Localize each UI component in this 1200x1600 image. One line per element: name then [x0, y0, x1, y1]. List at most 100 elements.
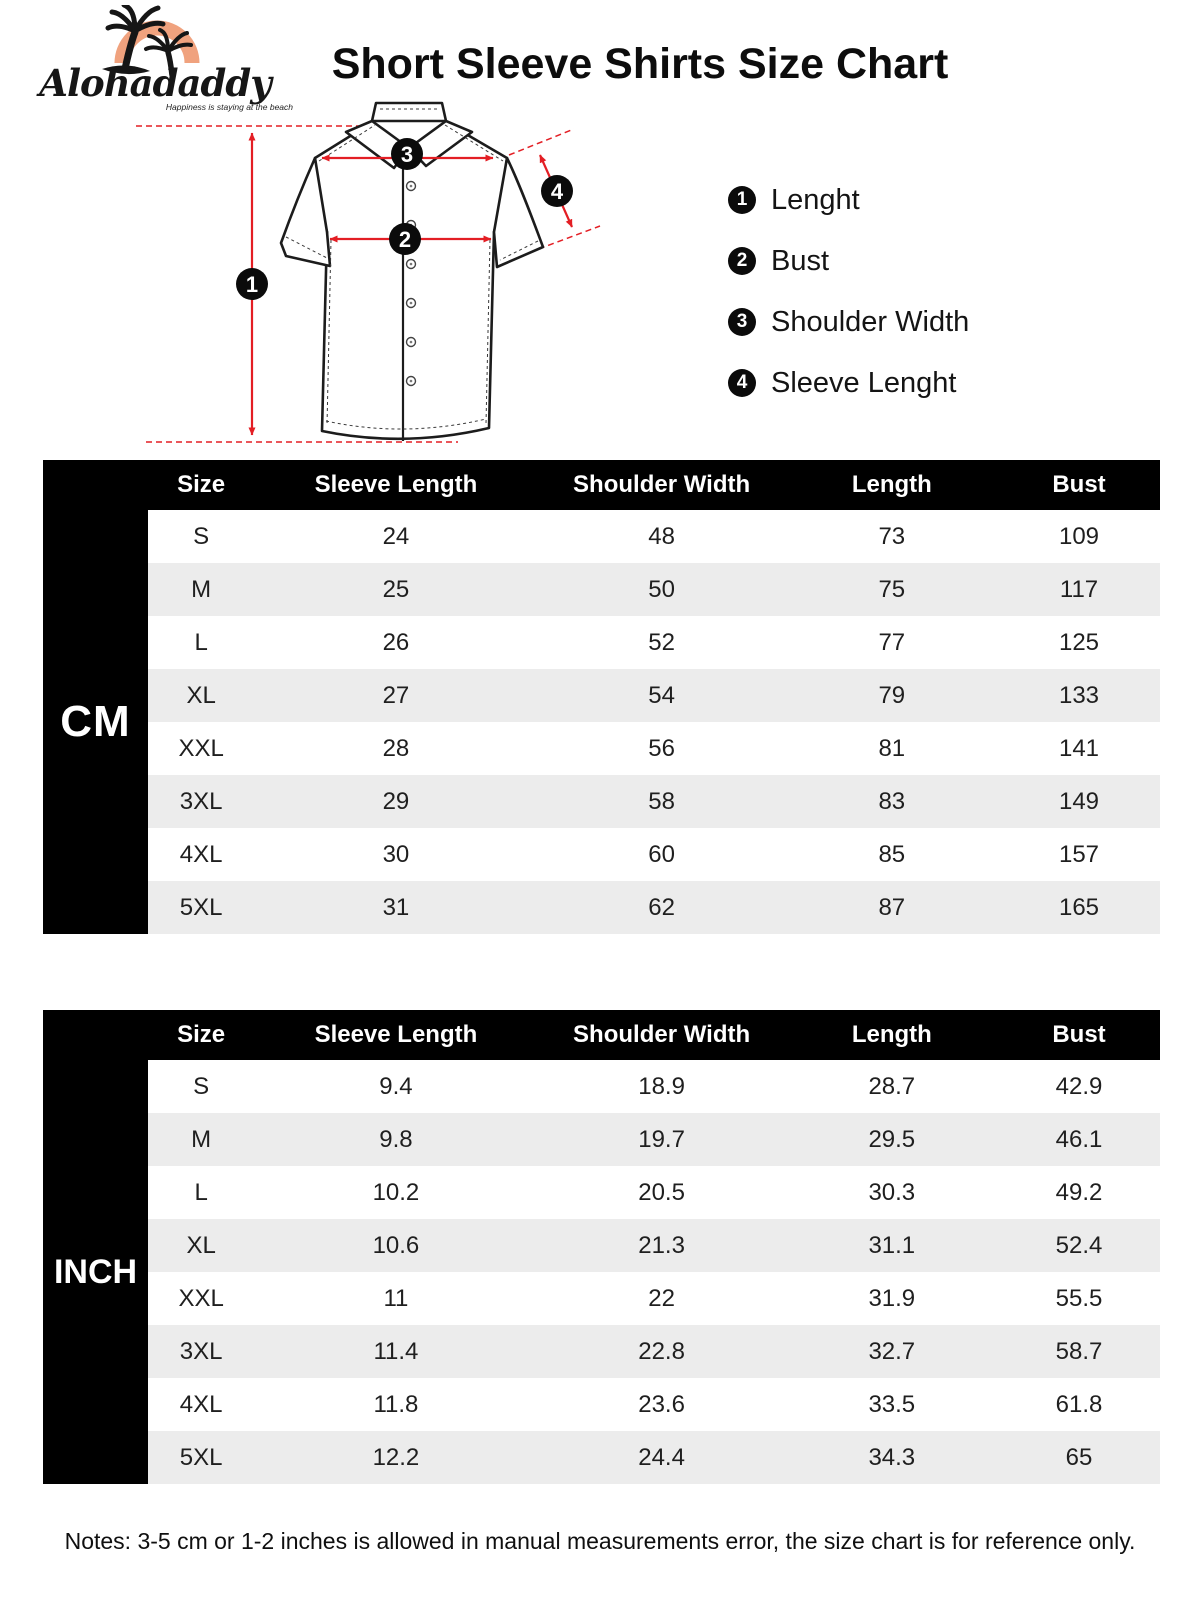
table-row: XL 10.6 21.3 31.1 52.4 [148, 1219, 1160, 1272]
table-cell: 117 [1059, 575, 1099, 603]
table-cell: 149 [1058, 787, 1100, 815]
table-row: L 10.2 20.5 30.3 49.2 [148, 1166, 1160, 1219]
table-cell: M [191, 575, 212, 603]
legend-item-bust: 2 Bust [728, 244, 969, 277]
diagram-badge-2: 2 [389, 223, 421, 255]
brand-name: Alohadaddy [39, 61, 271, 105]
sun-arch [114, 20, 200, 64]
palm-trees-sun-icon [102, 5, 200, 78]
table-cell: 58 [648, 787, 675, 815]
inch-size-table: Size Sleeve Length Shoulder Width Length Bus… [43, 1010, 1160, 1484]
unit-label-cm: CM [43, 510, 148, 934]
legend-label: Lenght [771, 183, 860, 216]
table-cell: 75 [878, 575, 906, 603]
table-cell: 28 [382, 734, 410, 762]
table-cell: 48 [648, 522, 675, 550]
table-row: 3XL 11.4 22.8 32.7 58.7 [148, 1325, 1160, 1378]
column-header: Bust [1052, 1021, 1106, 1048]
svg-text:4: 4 [551, 179, 564, 204]
table-cell: 3XL [179, 787, 223, 815]
table-cell: 30.3 [868, 1178, 916, 1206]
column-header: Length [851, 471, 932, 498]
page-title: Short Sleeve Shirts Size Chart [331, 40, 949, 88]
table-cell: S [193, 522, 210, 550]
table-cell: 85 [878, 840, 906, 868]
table-cell: XXL [178, 734, 224, 762]
column-header: Shoulder Width [573, 1021, 751, 1048]
table-cell: XL [186, 1231, 216, 1259]
table-row: L 26 52 77 125 [148, 616, 1160, 669]
table-cell: 133 [1058, 681, 1100, 709]
diagram-badge-1: 1 [236, 268, 268, 300]
table-row: XXL 28 56 81 141 [148, 722, 1160, 775]
sleeve-top-guide-dashed-line [508, 128, 575, 156]
legend-label: Sleeve Lenght [771, 366, 957, 399]
palm-tree-right [144, 28, 193, 78]
table-row: 4XL 11.8 23.6 33.5 61.8 [148, 1378, 1160, 1431]
brand-tagline: Happiness is staying at the beach [165, 102, 293, 112]
table-cell: 109 [1058, 522, 1100, 550]
table-cell: 28.7 [868, 1072, 916, 1100]
table-cell: 73 [878, 522, 906, 550]
table-cell: 26 [382, 628, 410, 656]
table-cell: 31 [382, 893, 410, 921]
table-cell: 125 [1058, 628, 1100, 656]
table-cell: 62 [648, 893, 675, 921]
table-cell: 87 [878, 893, 906, 921]
table-cell: 50 [648, 575, 675, 603]
table-cell: 49.2 [1055, 1178, 1103, 1206]
table-cell: XXL [178, 1284, 224, 1312]
table-cell: 58.7 [1055, 1337, 1103, 1365]
table-cell: 23.6 [638, 1390, 685, 1418]
shirt-left-sleeve [279, 156, 332, 268]
legend-item-length: 1 Lenght [728, 183, 969, 216]
legend-item-shoulder-width: 3 Shoulder Width [728, 306, 969, 338]
table-cell: 77 [878, 628, 906, 656]
table-row: 4XL 30 60 85 157 [148, 828, 1160, 881]
table-cell: 10.2 [372, 1178, 420, 1206]
table-cell: 52.4 [1055, 1231, 1103, 1259]
cm-table-rows: S 24 48 73 109 M 25 50 75 117 L 26 52 77 125 XL 27 54 79 13… [148, 510, 1160, 934]
table-cell: 33.5 [868, 1390, 916, 1418]
table-cell: 46.1 [1055, 1125, 1103, 1153]
table-row: XL 27 54 79 133 [148, 669, 1160, 722]
table-cell: 30 [382, 840, 410, 868]
diagram-badge-4: 4 [541, 175, 573, 207]
table-cell: 61.8 [1055, 1390, 1103, 1418]
table-cell: 52 [648, 628, 675, 656]
column-header: Sleeve Length [314, 1021, 478, 1048]
notes-text: Notes: 3-5 cm or 1-2 inches is allowed i… [64, 1528, 1136, 1554]
table-row: M 9.8 19.7 29.5 46.1 [148, 1113, 1160, 1166]
table-cell: 65 [1065, 1443, 1093, 1471]
table-row: S 24 48 73 109 [148, 510, 1160, 563]
table-cell: XL [186, 681, 216, 709]
table-cell: 141 [1058, 734, 1100, 762]
table-cell: 42.9 [1055, 1072, 1103, 1100]
table-cell: 11.4 [373, 1337, 419, 1365]
table-cell: 24 [382, 522, 410, 550]
table-cell: 10.6 [372, 1231, 420, 1259]
table-cell: 55.5 [1055, 1284, 1103, 1312]
inch-table-header: Size Sleeve Length Shoulder Width Length Bus… [43, 1010, 1160, 1060]
table-cell: 31.1 [868, 1231, 916, 1259]
table-row: 5XL 12.2 24.4 34.3 65 [148, 1431, 1160, 1484]
table-cell: 165 [1058, 893, 1100, 921]
table-cell: 25 [382, 575, 410, 603]
legend-badge-4: 4 [728, 369, 756, 397]
table-cell: 79 [878, 681, 906, 709]
shirt-right-sleeve [492, 156, 545, 269]
svg-text:2: 2 [399, 227, 411, 252]
table-cell: 22.8 [638, 1337, 685, 1365]
legend-label: Bust [771, 244, 830, 277]
inch-table-rows: S 9.4 18.9 28.7 42.9 M 9.8 19.7 29.5 46.1 L 10.2 20.… [148, 1060, 1160, 1484]
table-cell: L [194, 628, 208, 656]
table-cell: 18.9 [638, 1072, 685, 1100]
cm-table-header: Size Sleeve Length Shoulder Width Length Bus… [43, 460, 1160, 510]
table-cell: 21.3 [638, 1231, 685, 1259]
svg-text:1: 1 [246, 272, 258, 297]
table-cell: 11 [383, 1284, 409, 1312]
palm-tree-left [105, 5, 166, 73]
svg-text:3: 3 [401, 142, 413, 167]
table-cell: 12.2 [372, 1443, 420, 1471]
measurement-legend: 1 Lenght 2 Bust 3 Shoulder Width 4 Sleev… [728, 183, 969, 399]
